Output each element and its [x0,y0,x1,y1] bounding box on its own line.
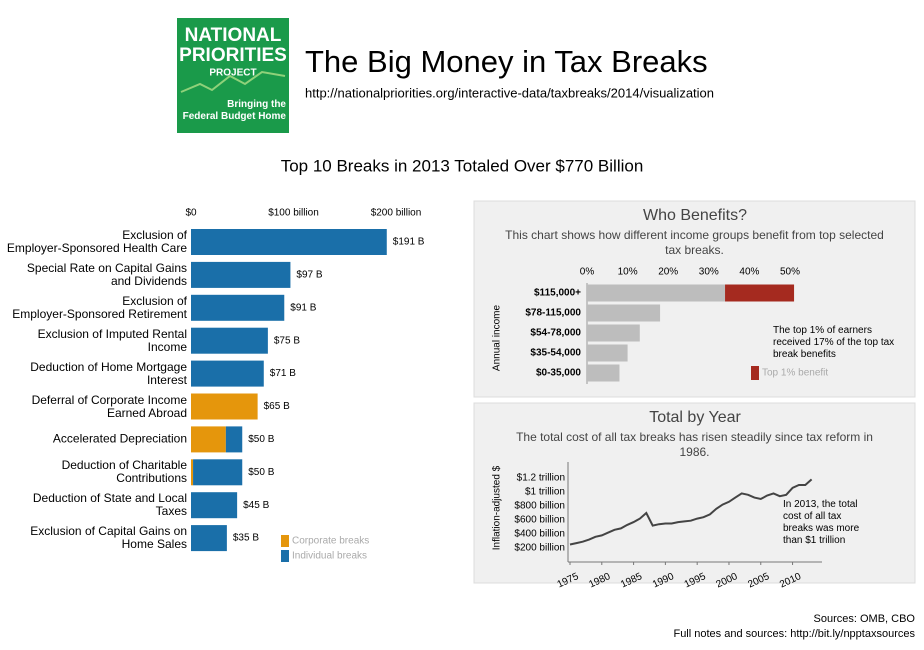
category-label: $78-115,000 [525,308,581,319]
line-series [569,478,813,546]
y-tick-label: $1.2 trillion [517,473,565,484]
y-axis-title: Inflation-adjusted $ [492,465,503,550]
bar-segment [191,393,258,420]
x-tick-label: 0% [580,267,595,278]
bar-segment [191,492,238,519]
category-label: Exclusion of Employer-Sponsored Retireme… [12,293,187,321]
chart-subtitle: This chart shows how different income gr… [505,228,884,257]
bar-segment [193,459,243,486]
x-tick-label: $200 billion [371,208,422,219]
x-tick-label: 20% [658,267,678,278]
logo-text: NATIONAL [185,25,282,46]
footer-notes: Full notes and sources: http://bit.ly/np… [673,628,915,640]
footer-sources: Sources: OMB, CBO [813,613,915,625]
y-tick-label: $600 billion [514,515,565,526]
bar-segment [191,459,194,486]
value-label: $97 B [296,270,322,281]
logo-background [177,18,289,133]
value-label: $50 B [248,434,274,445]
value-label: $45 B [243,500,269,511]
legend-label: Individual breaks [292,551,367,562]
value-label: $91 B [290,302,316,313]
bar-segment [191,426,226,453]
category-label: $54-78,000 [530,328,581,339]
y-axis-title: Annual income [492,304,503,371]
category-label: Exclusion of Employer-Sponsored Health C… [6,228,187,255]
legend-swatch [281,535,289,547]
annotation: In 2013, the total cost of all tax break… [783,499,860,546]
logo-text: PRIORITIES [179,45,287,66]
legend-swatch [281,550,289,562]
category-label: Deferral of Corporate Income Earned Abro… [31,392,187,420]
category-label: Exclusion of Capital Gains on Home Sales [30,524,187,552]
page-title: The Big Money in Tax Breaks [305,44,708,79]
chart-title: Who Benefits? [643,207,747,224]
value-label: $50 B [248,467,274,478]
bar-segment [191,229,387,255]
category-label: Accelerated Depreciation [52,431,187,446]
logo-tagline: Bringing the Federal Budget Home [182,99,286,122]
chart-title: Total by Year [649,409,741,426]
y-tick-label: $800 billion [514,501,565,512]
x-tick-label: 10% [618,267,638,278]
x-tick-label: $0 [185,208,197,219]
category-label: Deduction of Home Mortgage Interest [30,359,187,387]
legend-swatch [751,366,759,380]
y-tick-label: $200 billion [514,543,565,554]
panel [473,402,916,584]
logo-text: PROJECT [209,68,256,79]
category-label: Exclusion of Imputed Rental Income [37,326,187,354]
annotation: The top 1% of earners received 17% of th… [773,325,895,360]
category-label: Special Rate on Capital Gains and Divide… [26,260,187,288]
page-url: http://nationalpriorities.org/interactiv… [305,85,714,100]
bar-segment [587,284,726,302]
value-label: $65 B [264,401,290,412]
bar-segment [587,344,628,362]
legend-label: Corporate breaks [292,536,369,547]
chart-title: Top 10 Breaks in 2013 Totaled Over $770 … [281,156,644,175]
bar-segment [587,304,661,322]
x-tick-label: 30% [699,267,719,278]
category-label: Deduction of Charitable Contributions [61,458,187,486]
category-label: $115,000+ [534,288,581,299]
value-label: $35 B [233,533,259,544]
bar-segment [191,360,264,387]
category-label: Deduction of State and Local Taxes [32,491,187,519]
bar-segment [225,426,243,453]
value-label: $71 B [270,368,296,379]
chart-subtitle: The total cost of all tax breaks has ris… [516,430,873,459]
bar-segment [191,327,268,354]
x-tick-label: 40% [739,267,759,278]
value-label: $191 B [393,237,425,248]
legend-label: Top 1% benefit [762,368,828,379]
bar-segment [191,261,291,288]
y-tick-label: $400 billion [514,529,565,540]
y-tick-label: $1 trillion [525,487,565,498]
category-label: $35-54,000 [530,348,581,359]
value-label: $75 B [274,335,300,346]
bar-segment [587,324,640,342]
bar-segment [725,284,795,302]
bar-segment [587,364,620,382]
x-tick-label: 50% [780,267,800,278]
x-tick-label: $100 billion [268,208,319,219]
bar-segment [191,525,227,552]
bar-segment [191,294,285,321]
logo-zigzag [180,70,286,93]
category-label: $0-35,000 [536,368,581,379]
